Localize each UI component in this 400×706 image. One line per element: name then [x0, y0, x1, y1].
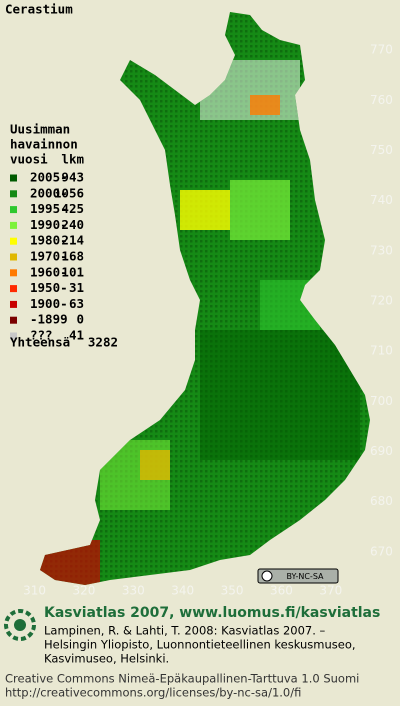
- legend-label: ???: [30, 328, 53, 343]
- legend-count: 63: [69, 296, 84, 311]
- legend-swatch: [10, 174, 17, 182]
- legend-heading: Uusimman: [10, 122, 70, 137]
- y-tick-label: 720: [370, 294, 393, 308]
- legend-count: 943: [61, 170, 84, 185]
- legend-label: 1900-: [30, 296, 68, 311]
- legend-count: 425: [61, 201, 84, 216]
- legend-count: 0: [76, 312, 84, 327]
- legend-label: 2000-: [30, 185, 68, 200]
- y-tick-label: 690: [370, 444, 393, 458]
- citation-line: Helsingin Yliopisto, Luonnontieteellinen…: [44, 638, 356, 652]
- legend-swatch: [10, 221, 17, 229]
- legend-count: 214: [61, 233, 84, 248]
- legend-swatch: [10, 237, 17, 245]
- legend-swatch: [10, 206, 17, 214]
- legend-count: 168: [61, 249, 84, 264]
- y-tick-label: 680: [370, 494, 393, 508]
- legend-count-heading: lkm: [61, 152, 84, 167]
- x-tick-label: 360: [270, 584, 293, 598]
- legend-swatch: [10, 300, 17, 308]
- legend-swatch: [10, 316, 17, 324]
- y-tick-label: 670: [370, 544, 393, 558]
- y-tick-label: 760: [370, 93, 393, 107]
- legend-label: 1980-: [30, 233, 68, 248]
- legend-count: 1056: [54, 185, 84, 200]
- y-tick-label: 730: [370, 243, 393, 257]
- legend: 2005-9432000-10561995-4251990-2401980-21…: [10, 170, 84, 343]
- x-tick-label: 310: [23, 584, 46, 598]
- y-tick-label: 740: [370, 193, 393, 207]
- map-title: Cerastium: [5, 2, 73, 17]
- legend-label: 1990-: [30, 217, 68, 232]
- legend-swatch: [10, 253, 17, 261]
- site-title: Kasviatlas 2007, www.luomus.fi/kasviatla…: [44, 605, 380, 621]
- x-tick-label: 330: [122, 584, 145, 598]
- legend-count: 240: [61, 217, 84, 232]
- legend-total: 3282: [88, 335, 118, 350]
- x-tick-label: 320: [72, 584, 95, 598]
- citation-line: Lampinen, R. & Lahti, T. 2008: Kasviatla…: [44, 624, 326, 638]
- y-tick-label: 750: [370, 143, 393, 157]
- legend-label: -1899: [30, 312, 68, 327]
- x-tick-label: 340: [171, 584, 194, 598]
- cc-badge: BY-NC-SA: [257, 568, 339, 584]
- legend-total-label: Yhteensä: [10, 335, 70, 350]
- legend-swatch: [10, 332, 17, 340]
- x-tick-label: 350: [221, 584, 244, 598]
- y-tick-label: 770: [370, 43, 393, 57]
- legend-count: 41: [69, 328, 84, 343]
- y-tick-label: 700: [370, 394, 393, 408]
- y-tick-label: 710: [370, 344, 393, 358]
- logo: [4, 609, 36, 641]
- legend-count: 31: [69, 280, 84, 295]
- legend-label: 1995-: [30, 201, 68, 216]
- legend-heading: havainnon: [10, 137, 78, 152]
- legend-label: 1950-: [30, 280, 68, 295]
- legend-label: 1970-: [30, 249, 68, 264]
- legend-count: 101: [61, 264, 84, 279]
- x-tick-label: 370: [319, 584, 342, 598]
- legend-swatch: [10, 269, 17, 277]
- legend-label: 1960-: [30, 264, 68, 279]
- legend-label: 2005-: [30, 170, 68, 185]
- legend-heading: vuosi: [10, 152, 48, 167]
- cc-badge-text: BY-NC-SA: [286, 572, 324, 581]
- license-line: http://creativecommons.org/licenses/by-n…: [5, 686, 301, 700]
- legend-swatch: [10, 285, 17, 293]
- citation-line: Kasvimuseo, Helsinki.: [44, 652, 169, 666]
- legend-swatch: [10, 190, 17, 198]
- license-line: Creative Commons Nimeä-Epäkaupallinen-Ta…: [5, 672, 359, 686]
